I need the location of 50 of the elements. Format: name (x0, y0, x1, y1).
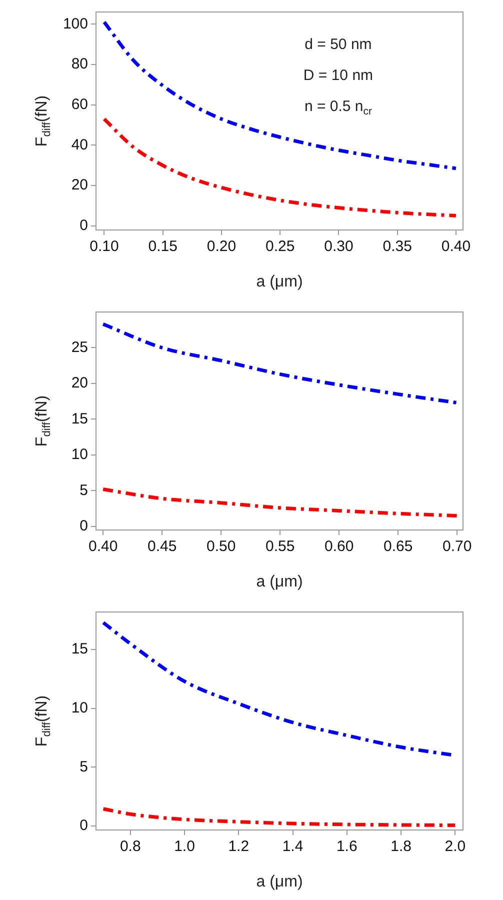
x-axis-title: a (μm) (256, 273, 303, 290)
y-tick-label: 10 (71, 700, 88, 717)
y-tick-label: 20 (71, 374, 88, 392)
x-tick-label: 0.45 (147, 538, 177, 556)
y-axis-title: Fdiff(fN) (33, 95, 53, 147)
y-tick-label: 0 (80, 518, 88, 535)
line-series (101, 322, 459, 405)
x-tick-label: 0.55 (265, 538, 295, 556)
x-tick-label: 0.60 (324, 538, 354, 556)
x-tick-label: 1.6 (336, 838, 358, 856)
x-tick-label: 0.8 (120, 838, 141, 856)
x-tick-label: 0.40 (88, 538, 118, 556)
x-tick-label: 1.8 (390, 838, 412, 856)
y-tick-label: 0 (80, 817, 88, 834)
y-tick-label: 100 (62, 15, 88, 32)
y-tick-label: 40 (71, 136, 88, 154)
y-tick-label: 15 (71, 410, 88, 428)
x-tick-label: 0.65 (383, 538, 413, 556)
x-tick-label: 2.0 (444, 838, 466, 856)
y-tick-label: 0 (80, 217, 88, 234)
annotation: d = 50 nm (304, 36, 372, 54)
x-tick-label: 1.2 (228, 838, 250, 856)
y-tick-label: 10 (71, 446, 88, 464)
y-tick-label: 20 (71, 176, 88, 194)
x-tick-label: 0.15 (148, 238, 178, 256)
x-tick-label: 0.35 (382, 238, 412, 256)
x-tick-label: 0.40 (441, 238, 471, 256)
y-tick-label: 15 (71, 640, 88, 658)
annotation: D = 10 nm (303, 67, 374, 84)
line-series (101, 488, 459, 518)
x-tick-label: 1.4 (282, 838, 304, 856)
line-series (102, 117, 458, 218)
y-axis-title: Fdiff(fN) (33, 695, 53, 747)
x-tick-label: 0.50 (206, 538, 236, 556)
line-series (102, 20, 458, 170)
x-axis-title: a (μm) (256, 873, 303, 890)
x-tick-label: 0.30 (324, 238, 354, 256)
x-tick-label: 0.70 (442, 538, 472, 556)
x-tick-label: 1.0 (174, 838, 195, 856)
y-tick-label: 80 (71, 56, 88, 73)
line-series (102, 807, 457, 828)
y-tick-label: 5 (80, 482, 88, 499)
y-tick-label: 5 (80, 758, 88, 776)
y-tick-label: 25 (71, 338, 88, 356)
x-tick-label: 0.25 (265, 238, 295, 256)
y-tick-label: 60 (71, 96, 88, 113)
x-tick-label: 0.20 (206, 238, 236, 256)
y-axis-title: Fdiff(fN) (33, 395, 53, 447)
x-tick-label: 0.10 (90, 238, 119, 256)
x-axis-title: a (μm) (256, 573, 303, 590)
